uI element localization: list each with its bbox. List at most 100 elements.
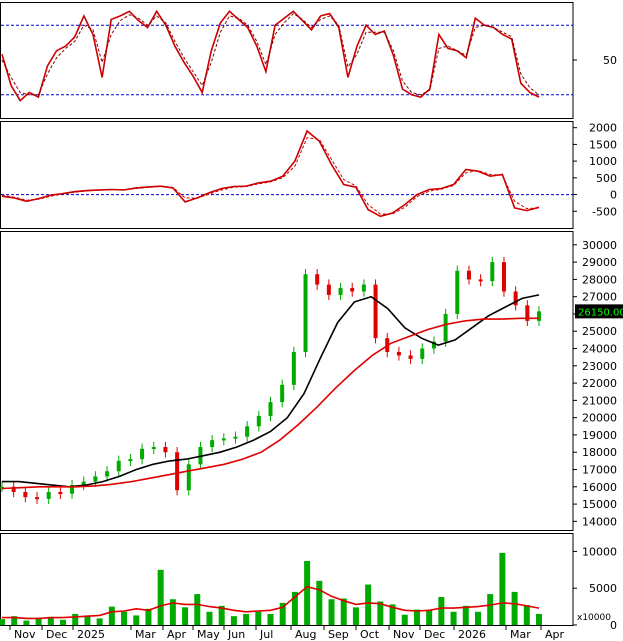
y-tick-label: 27000 — [582, 291, 617, 304]
y-tick-label: 15000 — [582, 498, 617, 511]
y-tick-label: 0 — [610, 619, 617, 632]
x-axis: Nov Dec 2025 Mar Apr May Jun Jul Aug Sep Oct Nov Dec… — [9, 625, 565, 641]
candle-body — [140, 448, 145, 460]
price-ma-red — [1, 317, 539, 490]
volume-bar — [365, 584, 372, 625]
volume-bar — [60, 619, 67, 625]
y-tick-label: 22000 — [582, 377, 617, 390]
candle-body — [221, 438, 226, 441]
y-tick-label: 25000 — [582, 325, 617, 338]
y-tick-label: 5000 — [589, 582, 617, 595]
volume-bar — [267, 613, 274, 625]
candle-body — [11, 486, 16, 492]
volume-bar — [487, 594, 494, 625]
candle-body — [396, 351, 401, 356]
candle-body — [280, 384, 285, 403]
panel-frame-3 — [0, 231, 574, 531]
x-tick-label: Nov — [393, 628, 415, 641]
volume-bar — [450, 611, 457, 625]
candle-body — [23, 491, 28, 498]
candle-body — [513, 291, 518, 306]
x-tick-label: 2025 — [77, 628, 105, 641]
x-tick-label: Sep — [328, 628, 349, 641]
y-tick-label: 29000 — [582, 256, 617, 269]
candle-body — [361, 284, 366, 292]
candle-body — [537, 311, 541, 321]
volume-bar — [0, 619, 5, 625]
candle-body — [175, 452, 180, 491]
y-tick-label: 23000 — [582, 360, 617, 373]
volume-bar — [426, 610, 433, 625]
panel-frame-2 — [0, 121, 574, 229]
candle-body — [105, 471, 110, 477]
y-tick-label: 30000 — [582, 239, 617, 252]
candle-body — [373, 284, 378, 339]
volume-bar — [169, 599, 176, 625]
volume-bar — [35, 618, 42, 625]
volume-bar — [291, 591, 298, 625]
y-tick-label: 16000 — [582, 481, 617, 494]
volume-bar — [389, 604, 396, 625]
volume-bar — [108, 606, 115, 625]
volume-bar — [328, 599, 335, 625]
x-tick-label: Jun — [227, 628, 245, 641]
y-tick-label: 20000 — [582, 412, 617, 425]
x-tick-label: Jul — [259, 628, 273, 641]
volume-bar — [194, 594, 201, 625]
volume-bar — [11, 616, 18, 625]
volume-bar — [523, 605, 530, 625]
macd-line-1 — [1, 129, 540, 218]
macd-line-2 — [1, 137, 540, 215]
volume-bar — [511, 591, 518, 625]
y-tick-label: 50 — [603, 54, 617, 67]
volume-bar — [499, 552, 506, 625]
candle-body — [163, 447, 168, 453]
x-tick-label: Nov — [14, 628, 36, 641]
oscillator-panel: 50 — [1, 9, 617, 102]
x-tick-label: 2026 — [458, 628, 486, 641]
volume-bar — [157, 569, 164, 625]
candle-body — [35, 497, 40, 500]
candle-body — [116, 460, 121, 472]
candle-body — [350, 288, 355, 292]
y-tick-label: 0 — [610, 189, 617, 202]
volume-bar — [255, 611, 262, 625]
volume-bar — [121, 611, 128, 625]
y-tick-label: -500 — [592, 205, 617, 218]
candle-body — [256, 415, 261, 427]
y-tick-label: 1000 — [589, 155, 617, 168]
x-tick-label: Mar — [510, 628, 531, 641]
volume-average-line — [2, 585, 540, 620]
last-price-label: 26150.00 — [578, 307, 623, 318]
volume-bar — [340, 598, 347, 625]
y-tick-label: 19000 — [582, 429, 617, 442]
last-price-badge — [575, 304, 623, 319]
y-tick-label: 28000 — [582, 273, 617, 286]
candle-body — [128, 459, 133, 462]
volume-bar — [352, 607, 359, 625]
candle-body — [338, 288, 343, 295]
candle-body — [431, 341, 436, 349]
x-tick-label: Aug — [295, 628, 316, 641]
volume-unit-label: x10000 — [577, 613, 611, 623]
x-tick-label: Apr — [545, 628, 565, 641]
volume-bar — [72, 613, 79, 625]
candle-body — [443, 313, 448, 342]
candle-body — [466, 270, 471, 280]
panel-frame-4 — [0, 533, 574, 626]
candle-body — [490, 262, 495, 282]
x-tick-label: Mar — [135, 628, 156, 641]
volume-bar — [462, 605, 469, 625]
volume-bar — [401, 614, 408, 625]
candle-body — [268, 402, 273, 416]
y-tick-label: 2000 — [589, 122, 617, 135]
x-tick-label: Dec — [46, 628, 67, 641]
y-tick-label: 24000 — [582, 343, 617, 356]
volume-bar — [84, 615, 91, 625]
volume-bar — [145, 608, 152, 625]
candle-body — [291, 351, 296, 385]
price-panel: 3000029000280002700026000250002400023000… — [0, 239, 623, 528]
candle-body — [245, 426, 250, 437]
candle-body — [420, 348, 425, 359]
